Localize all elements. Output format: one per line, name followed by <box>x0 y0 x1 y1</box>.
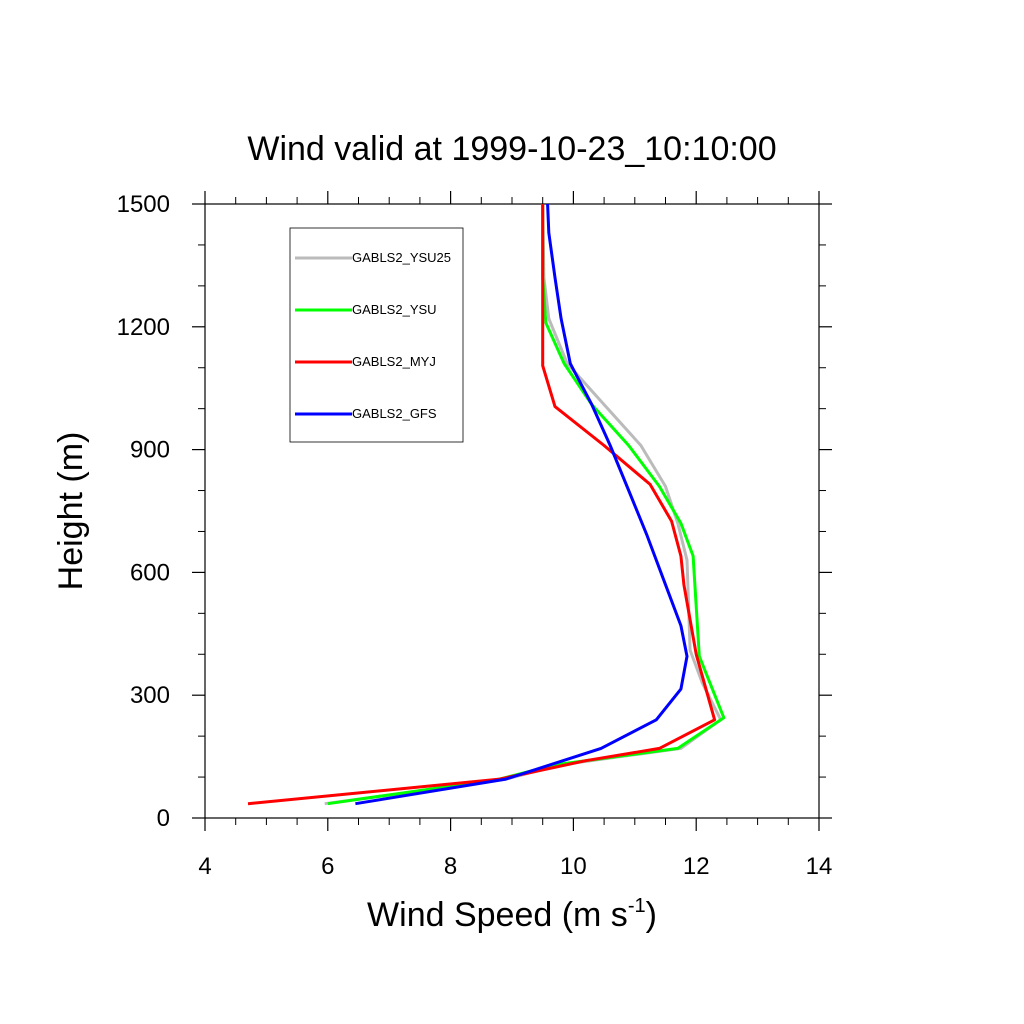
series-line-gabls2-myj <box>247 204 717 806</box>
x-tick-label: 8 <box>444 853 457 880</box>
y-tick-label: 0 <box>157 805 170 832</box>
x-tick-label: 4 <box>198 853 211 880</box>
series-lines <box>247 203 726 806</box>
tick-labels: 4 6 8 10 12 14 0 300 600 900 1200 1500 <box>117 191 833 880</box>
y-tick-label: 900 <box>130 437 170 464</box>
legend: GABLS2_YSU25 GABLS2_YSU GABLS2_MYJ GABLS2_G… <box>289 227 464 443</box>
x-tick-label: 14 <box>806 853 833 880</box>
x-tick-label: 12 <box>683 853 710 880</box>
y-tick-label: 300 <box>130 682 170 709</box>
legend-label: GABLS2_GFS <box>352 406 437 421</box>
legend-box <box>289 227 464 443</box>
legend-items: GABLS2_YSU25 GABLS2_YSU GABLS2_MYJ GABLS2_G… <box>295 250 451 421</box>
series-line-gabls2-gfs <box>355 203 689 806</box>
y-tick-label: 600 <box>130 559 170 586</box>
axis-ticks <box>192 191 832 831</box>
y-axis-label: Height (m) <box>52 432 90 591</box>
x-axis-label: Wind Speed (m s-1) <box>367 895 657 934</box>
y-tick-label: 1500 <box>117 191 170 218</box>
x-tick-label: 6 <box>321 853 334 880</box>
y-tick-label: 1200 <box>117 314 170 341</box>
legend-label: GABLS2_MYJ <box>352 354 436 369</box>
chart-title: Wind valid at 1999-10-23_10:10:00 <box>247 130 776 168</box>
legend-label: GABLS2_YSU <box>352 302 437 317</box>
x-tick-label: 10 <box>560 853 587 880</box>
legend-label: GABLS2_YSU25 <box>352 250 451 265</box>
